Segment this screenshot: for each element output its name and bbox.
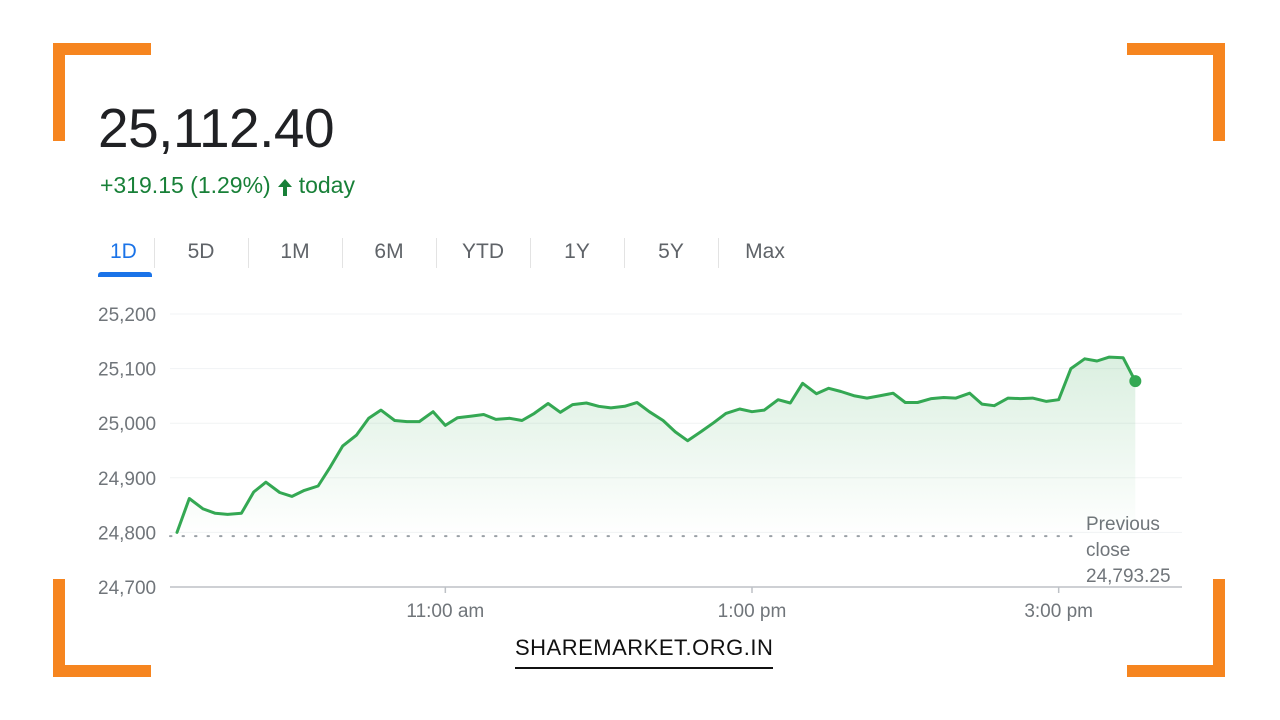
tab-5d[interactable]: 5D: [154, 232, 248, 276]
frame-corner-top-right: [1127, 43, 1225, 141]
change-value: +319.15 (1.29%): [100, 172, 271, 198]
frame-corner-top-left: [53, 43, 151, 141]
tab-6m[interactable]: 6M: [342, 232, 436, 276]
series-area: [177, 357, 1136, 537]
y-tick-label: 25,000: [98, 414, 156, 435]
y-tick-label: 25,100: [98, 360, 156, 381]
tab-1d[interactable]: 1D: [98, 232, 154, 277]
brand-footer: SHAREMARKET.ORG.IN: [515, 635, 774, 669]
last-point-marker: [1129, 375, 1142, 388]
y-tick-label: 24,800: [98, 523, 156, 544]
tab-ytd[interactable]: YTD: [436, 232, 530, 276]
frame-corner-bottom-left: [53, 579, 151, 677]
x-tick-label: 11:00 am: [406, 601, 484, 622]
range-tabs: 1D 5D 1M 6M YTD 1Y 5Y Max: [98, 232, 812, 277]
y-tick-label: 24,700: [98, 578, 156, 599]
x-tick-label: 3:00 pm: [1024, 601, 1093, 622]
tab-1m[interactable]: 1M: [248, 232, 342, 276]
tab-5y[interactable]: 5Y: [624, 232, 718, 276]
price-change: +319.15 (1.29%) today: [100, 172, 355, 199]
frame-corner-bottom-right: [1127, 579, 1225, 677]
y-tick-label: 24,900: [98, 469, 156, 490]
arrow-up-icon: [277, 176, 293, 196]
y-tick-label: 25,200: [98, 305, 156, 326]
tab-max[interactable]: Max: [718, 232, 812, 276]
change-suffix: today: [298, 172, 355, 198]
tab-1y[interactable]: 1Y: [530, 232, 624, 276]
current-price: 25,112.40: [98, 97, 335, 159]
previous-close-label: 24,793.25: [1086, 566, 1171, 587]
x-tick-label: 1:00 pm: [718, 601, 787, 622]
series-line: [175, 355, 1137, 534]
previous-close-label: close: [1086, 540, 1130, 561]
